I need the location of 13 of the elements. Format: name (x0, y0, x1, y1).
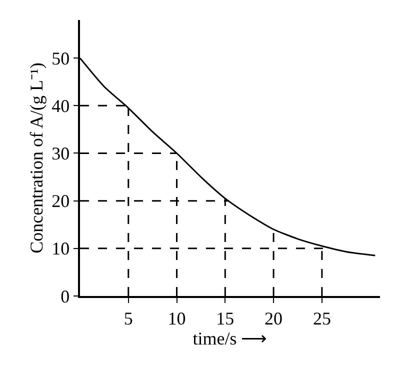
x-tick-label: 10 (168, 308, 186, 328)
y-tick-label: 40 (52, 96, 70, 116)
y-tick-label: 20 (52, 191, 70, 212)
x-tick-label: 25 (312, 308, 331, 328)
y-tick-label: 50 (52, 48, 70, 68)
x-tick-label: 5 (124, 308, 133, 328)
y-tick-label: 30 (52, 144, 70, 164)
x-tick-label: 15 (216, 308, 234, 328)
x-tick-label: 20 (264, 308, 283, 328)
y-tick-label: 10 (52, 238, 70, 259)
y-axis-title: Concentration of A/(g L⁻¹) (26, 62, 46, 254)
y-tick-label: 0 (60, 286, 70, 306)
x-axis-title: time/s ⟶ (192, 328, 268, 348)
